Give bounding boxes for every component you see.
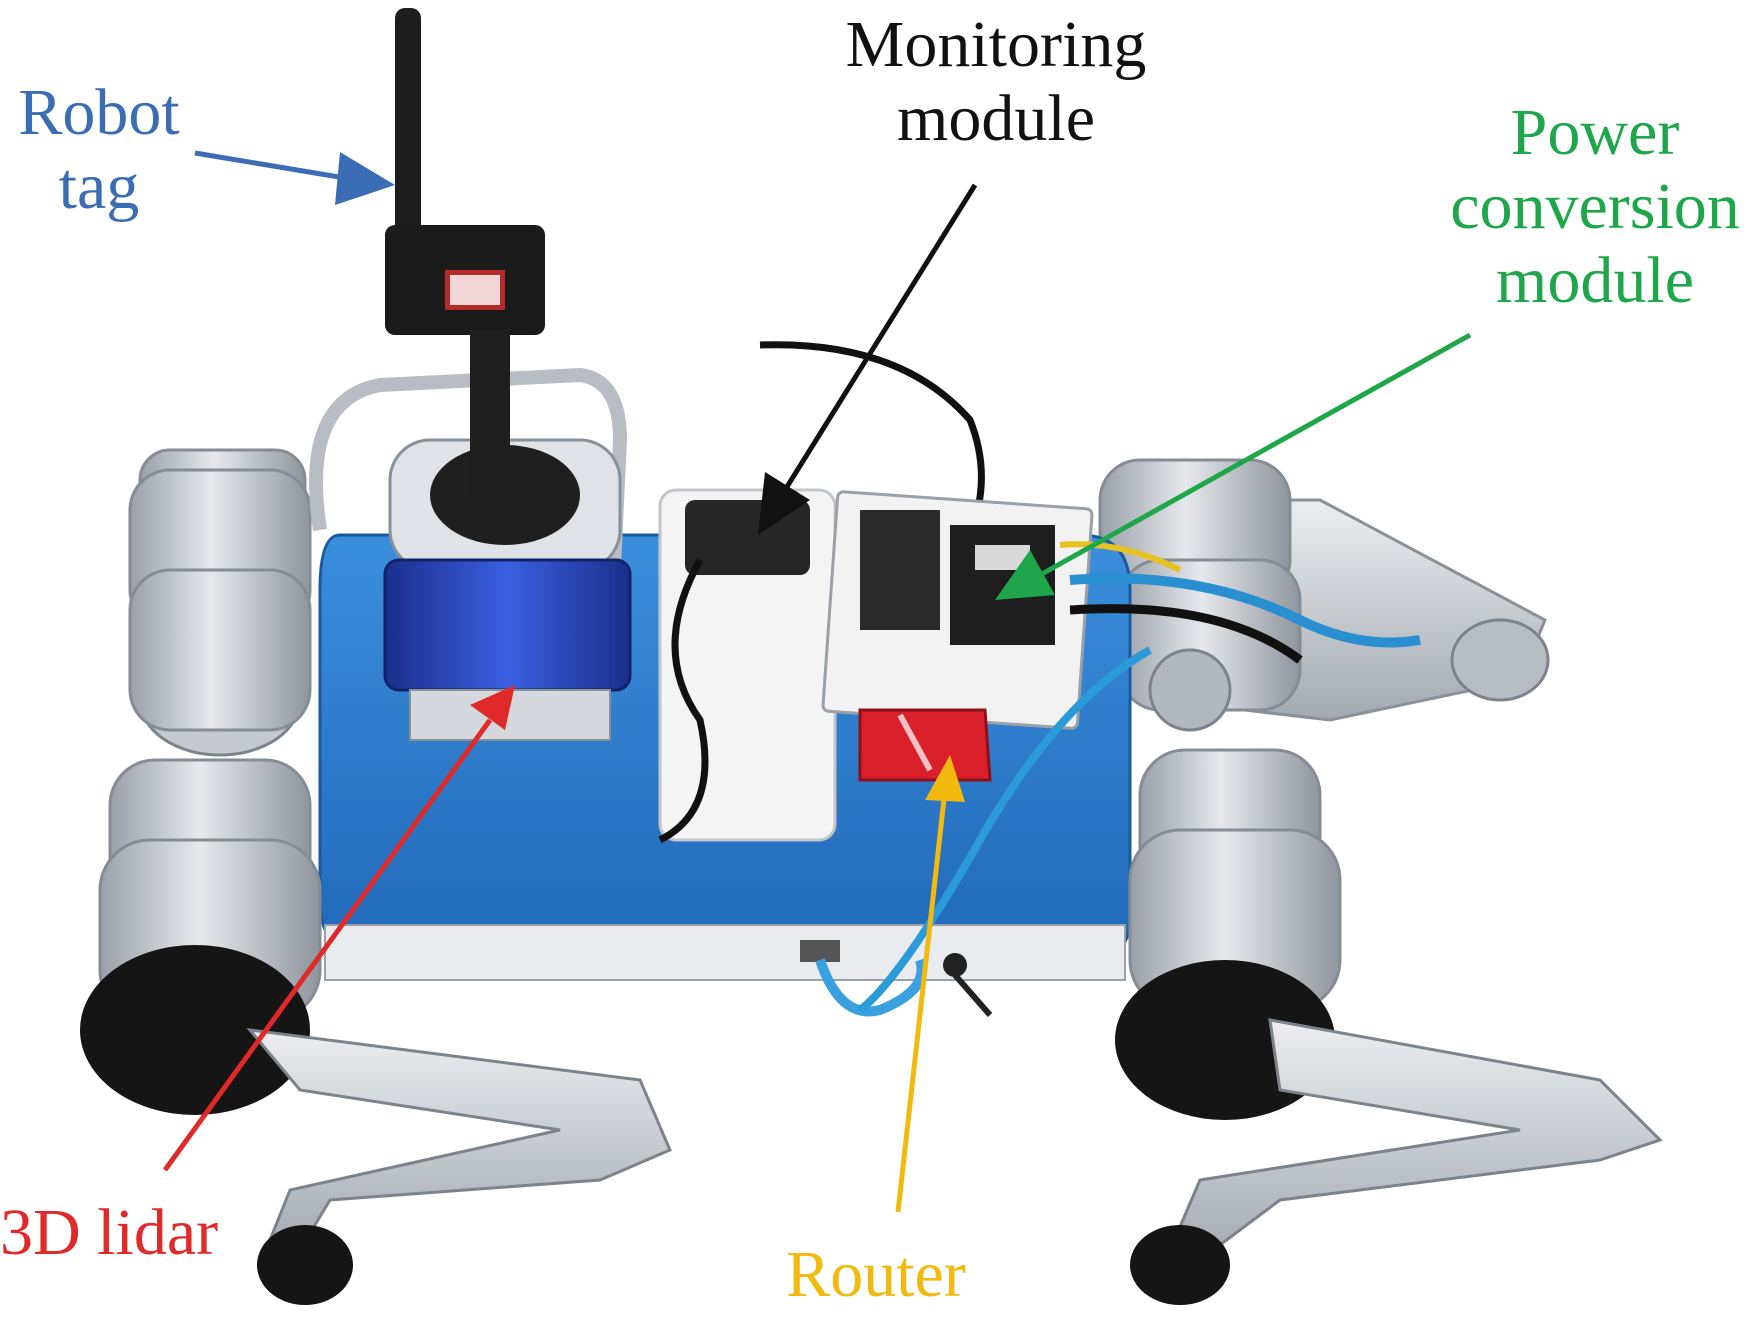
label-robot-tag: Robot tag [4,76,194,224]
label-lidar-line-1: 3D lidar [0,1196,219,1269]
robot-tag-antenna [385,8,545,500]
roll-cage [309,367,628,651]
ethernet-cable [857,646,1152,1014]
arrow-power-conversion-module [995,332,1472,600]
label-robot-tag-line-1: Robot [18,76,180,149]
label-power-conversion-module: Power conversion module [1430,96,1760,318]
arrow-robot-tag [194,150,395,205]
label-power-line-3: module [1496,244,1694,317]
arrow-3d-lidar [162,685,515,1172]
rear-left-hip-motor [128,468,312,732]
label-monitoring-line-2: module [897,82,1095,155]
label-monitoring-line-1: Monitoring [845,8,1147,81]
label-3d-lidar: 3D lidar [0,1196,260,1270]
label-power-line-2: conversion [1450,170,1740,243]
front-right-leg [1115,748,1663,1305]
label-router: Router [776,1238,976,1312]
label-power-line-1: Power [1510,96,1680,169]
arrow-router [895,755,965,1213]
lidar-3d [383,438,632,741]
label-robot-tag-line-2: tag [58,150,140,223]
label-router-line-1: Router [786,1238,966,1311]
label-monitoring-module: Monitoring module [796,8,1196,156]
front-left-leg [80,758,672,1305]
arrow-monitoring-module [758,183,978,535]
router [858,708,992,782]
